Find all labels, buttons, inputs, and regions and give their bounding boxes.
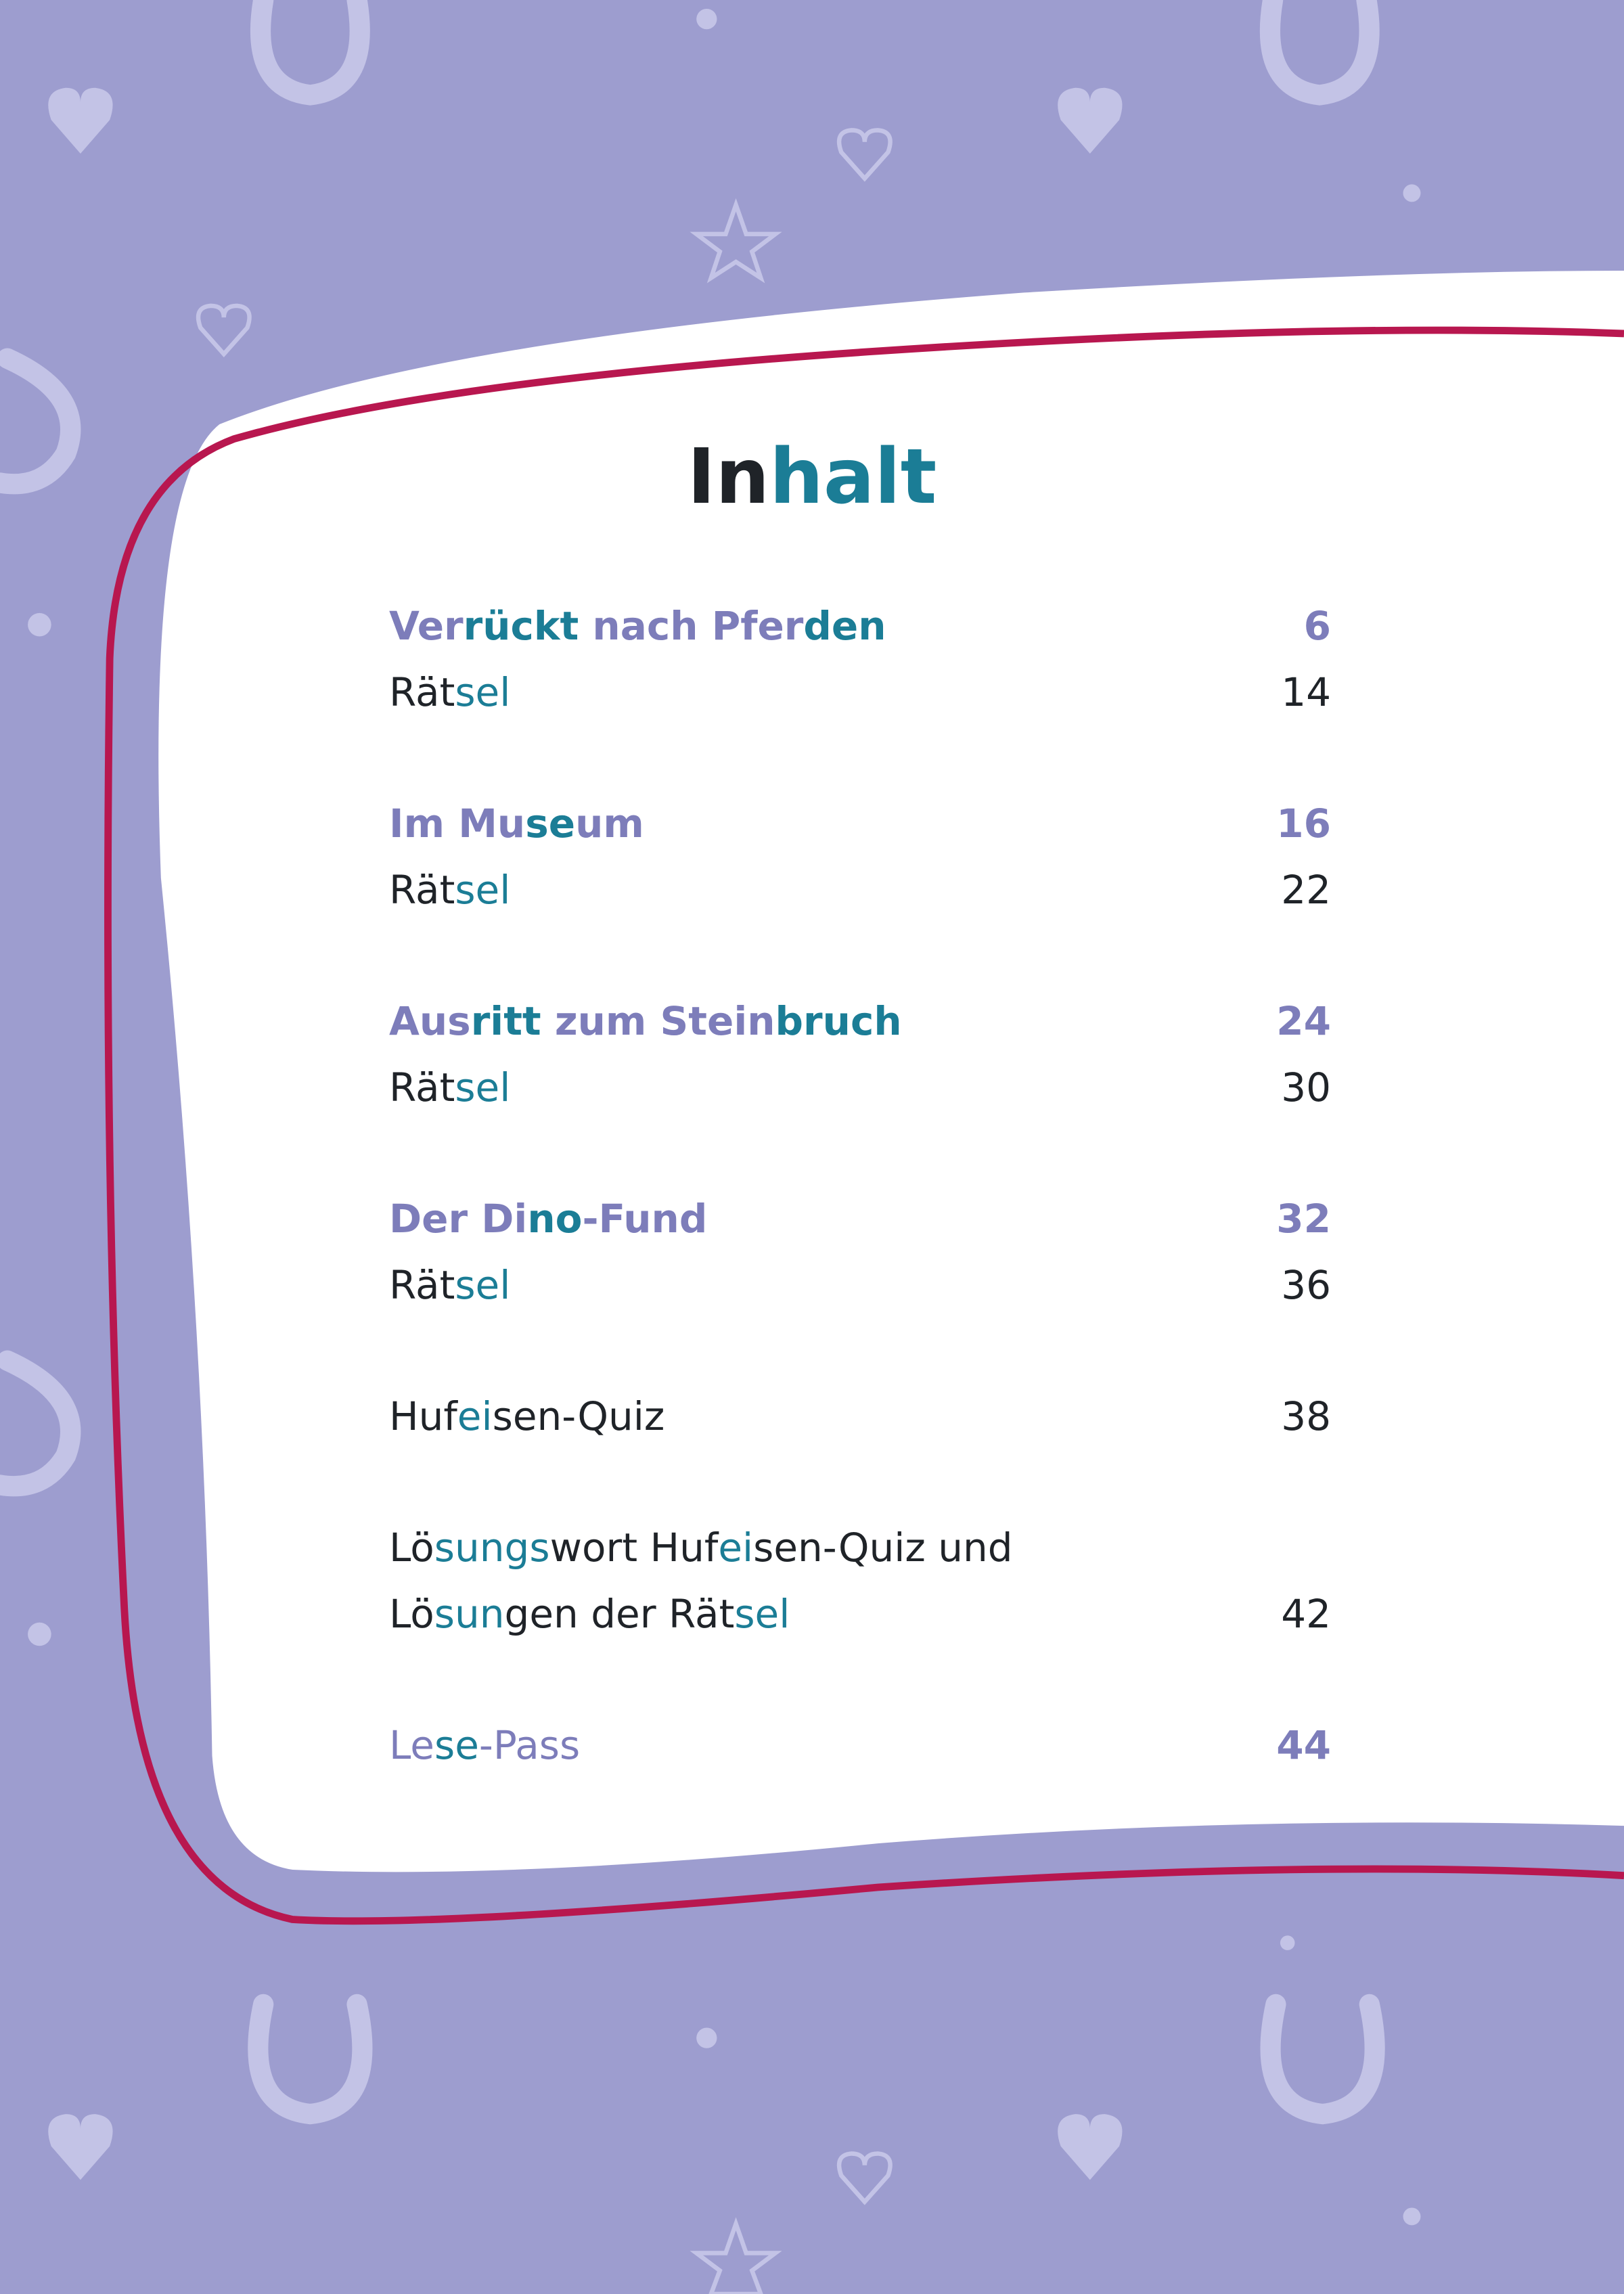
syllable: sel xyxy=(455,669,511,715)
table-of-contents: Verrückt nach Pferden 6 Rätsel 14 Im Museum 1… xyxy=(389,593,1331,1843)
toc-row: Im Museum 16 xyxy=(389,790,1331,857)
page-number: 44 xyxy=(1276,1722,1331,1768)
toc-row: Rätsel 36 xyxy=(389,1252,1331,1318)
page-number: 16 xyxy=(1276,801,1331,847)
syllable: Rät xyxy=(389,669,455,715)
syllable: sun xyxy=(434,1591,505,1637)
syllable: sel xyxy=(455,1262,511,1308)
title-syllable: In xyxy=(687,433,770,521)
toc-row: Hufeisen-Quiz 38 xyxy=(389,1383,1331,1449)
entry-title: Hufeisen-Quiz xyxy=(389,1383,664,1449)
syllable: ritt xyxy=(470,998,541,1044)
syllable: um xyxy=(575,801,644,847)
page-number: 32 xyxy=(1276,1196,1331,1242)
syllable: Im Mu xyxy=(389,801,526,847)
entry-title: Rätsel xyxy=(389,1054,510,1121)
page-number: 22 xyxy=(1281,867,1331,913)
entry-title: Rätsel xyxy=(389,659,510,725)
page-number: 14 xyxy=(1281,669,1331,715)
toc-group: Der Dino-Fund 32 Rätsel 36 xyxy=(389,1186,1331,1318)
syllable: Der Di xyxy=(389,1196,528,1242)
syllable: sel xyxy=(455,1064,511,1110)
syllable: Ver xyxy=(389,603,464,649)
entry-title: Der Dino-Fund xyxy=(389,1186,707,1252)
syllable: nach Pfer xyxy=(579,603,804,649)
entry-title: Lese-Pass xyxy=(389,1712,580,1778)
syllable: Aus xyxy=(389,998,471,1044)
syllable: Le xyxy=(389,1722,434,1768)
panel xyxy=(158,270,1624,1872)
toc-row: Ausritt zum Steinbruch 24 xyxy=(389,988,1331,1054)
toc-group: Hufeisen-Quiz 38 xyxy=(389,1383,1331,1449)
syllable: Huf xyxy=(389,1393,457,1439)
syllable: sen-Quiz und xyxy=(753,1525,1013,1571)
toc-group: Verrückt nach Pferden 6 Rätsel 14 xyxy=(389,593,1331,725)
page-number: 30 xyxy=(1281,1064,1331,1110)
page-number: 42 xyxy=(1281,1591,1331,1637)
toc-row: Rätsel 30 xyxy=(389,1054,1331,1121)
syllable: zum Stein xyxy=(541,998,775,1044)
syllable: Lö xyxy=(389,1525,434,1571)
toc-row: Lösungswort Hufeisen-Quiz und xyxy=(389,1514,1331,1581)
syllable: sen-Quiz xyxy=(492,1393,665,1439)
syllable: sel xyxy=(455,867,511,913)
entry-title: Lösungswort Hufeisen-Quiz und xyxy=(389,1514,1013,1581)
syllable: rückt xyxy=(463,603,579,649)
syllable: bruch xyxy=(775,998,902,1044)
syllable: se xyxy=(434,1722,479,1768)
entry-title: Verrückt nach Pferden xyxy=(389,593,886,659)
syllable: ei xyxy=(457,1393,493,1439)
toc-row: Lösungen der Rätsel 42 xyxy=(389,1581,1331,1647)
syllable: Lö xyxy=(389,1591,434,1637)
syllable: Rät xyxy=(389,867,455,913)
title: Inhalt xyxy=(0,423,1624,531)
outline-hearts xyxy=(196,128,893,2294)
toc-group: Ausritt zum Steinbruch 24 Rätsel 30 xyxy=(389,988,1331,1121)
toc-group: Lösungswort Hufeisen-Quiz und Lösungen de… xyxy=(389,1514,1331,1647)
entry-title: Ausritt zum Steinbruch xyxy=(389,988,902,1054)
toc-row: Verrückt nach Pferden 6 xyxy=(389,593,1331,659)
syllable: Rät xyxy=(389,1262,455,1308)
toc-row: Lese-Pass 44 xyxy=(389,1712,1331,1778)
entry-title: Lösungen der Rätsel xyxy=(389,1581,790,1647)
horseshoes xyxy=(0,0,1385,2125)
syllable: gen der Rät xyxy=(504,1591,735,1637)
toc-group: Im Museum 16 Rätsel 22 xyxy=(389,790,1331,923)
entry-title: Rätsel xyxy=(389,857,510,923)
syllable: ei xyxy=(718,1525,754,1571)
syllable: -Pass xyxy=(478,1722,581,1768)
page-number: 36 xyxy=(1281,1262,1331,1308)
syllable: sungs xyxy=(434,1525,550,1571)
syllable: se xyxy=(525,801,576,847)
page-number: 6 xyxy=(1303,603,1331,649)
toc-row: Der Dino-Fund 32 xyxy=(389,1186,1331,1252)
hearts xyxy=(28,8,1421,2226)
syllable: wort Huf xyxy=(549,1525,719,1571)
syllable: no xyxy=(527,1196,583,1242)
syllable: den xyxy=(803,603,886,649)
border xyxy=(104,326,1624,1925)
syllable: Rät xyxy=(389,1064,455,1110)
page-number: 38 xyxy=(1281,1393,1331,1439)
page-number: 24 xyxy=(1276,998,1331,1044)
title-syllable: halt xyxy=(769,433,937,521)
entry-title: Im Museum xyxy=(389,790,644,857)
entry-title: Rätsel xyxy=(389,1252,510,1318)
toc-group: Lese-Pass 44 xyxy=(389,1712,1331,1778)
toc-row: Rätsel 14 xyxy=(389,659,1331,725)
syllable: -Fund xyxy=(582,1196,708,1242)
toc-row: Rätsel 22 xyxy=(389,857,1331,923)
syllable: sel xyxy=(734,1591,790,1637)
